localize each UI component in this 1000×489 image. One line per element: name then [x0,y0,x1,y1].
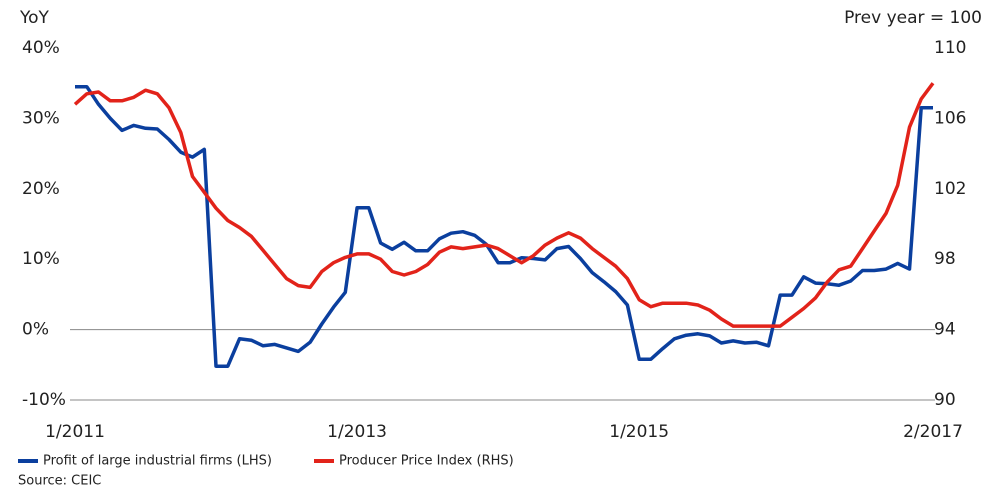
y-tick-label: 0% [22,320,49,340]
y-tick-label: 40% [22,38,60,58]
x-tick-label: 1/2011 [45,422,105,442]
legend-label: Producer Price Index (RHS) [339,454,514,469]
y2-tick-label: 94 [934,320,956,340]
y2-tick-label: 102 [934,179,966,199]
y2-tick-label: 90 [934,390,956,410]
x-tick-label: 2/2017 [903,422,963,442]
y2-tick-label: 98 [934,249,956,269]
series-line [73,82,935,328]
y-tick-label: 20% [22,179,60,199]
x-tick-label: 1/2013 [327,422,387,442]
series-line [75,84,933,368]
y-tick-label: -10% [22,390,66,410]
y-axis-label: YoY [19,8,50,28]
y2-tick-label: 106 [934,108,966,128]
y2-axis-label: Prev year = 100 [844,8,982,28]
y-tick-label: 10% [22,249,60,269]
legend-label: Profit of large industrial firms (LHS) [43,454,272,469]
y-tick-label: 30% [22,108,60,128]
y2-tick-label: 110 [934,38,966,58]
source: Source: CEIC [18,474,101,489]
x-tick-label: 1/2015 [609,422,669,442]
